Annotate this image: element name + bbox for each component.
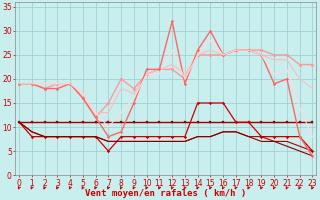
X-axis label: Vent moyen/en rafales ( km/h ): Vent moyen/en rafales ( km/h ) <box>85 189 246 198</box>
